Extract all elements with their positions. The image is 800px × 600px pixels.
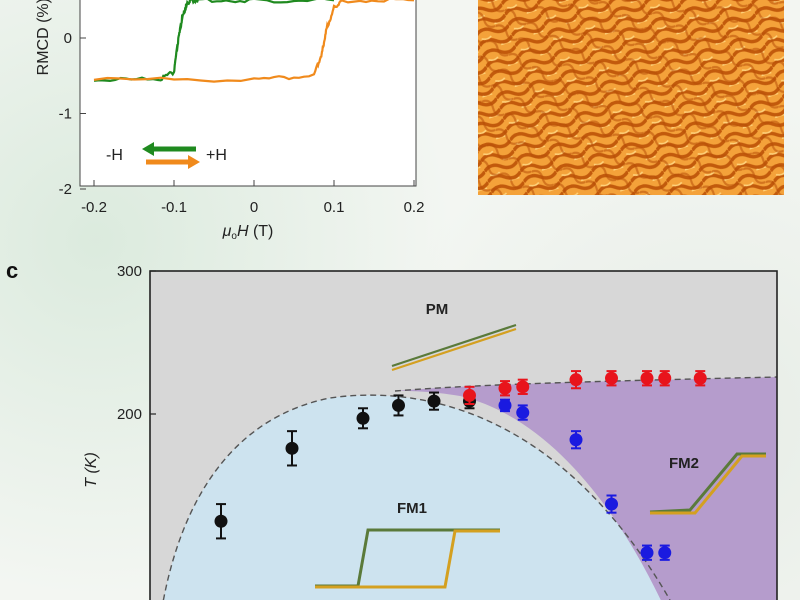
black-data-point [356, 411, 370, 425]
red-data-point [516, 380, 530, 394]
fm1-boundary-dashed [162, 394, 671, 600]
blue-data-point [658, 546, 672, 560]
pm-label: PM [426, 301, 449, 318]
blue-data-point [516, 406, 530, 420]
fm2-loop-green [649, 452, 766, 514]
panel-b-x-tick-label: -0.1 [161, 199, 187, 216]
panel-b-x-tick-label: -0.2 [81, 199, 107, 216]
panel-c-label: c [6, 258, 19, 283]
panel-c-ylabel: T (K) [83, 452, 100, 488]
panel-b-x-tick-label: 0 [250, 199, 258, 216]
black-data-point [427, 394, 441, 408]
fm1-loop-orange [315, 529, 500, 589]
legend-label-minus-h: -H [106, 147, 123, 164]
blue-data-point [640, 546, 654, 560]
blue-data-point [569, 433, 583, 447]
red-data-point [640, 371, 654, 385]
fm2-label: FM2 [669, 455, 699, 472]
panel-b-y-tick-label: 0 [64, 30, 72, 47]
black-data-point [214, 514, 228, 528]
panel-b-x-tick-label: 0.2 [404, 199, 425, 216]
fm2-loop-orange [650, 454, 766, 515]
fm1-label: FM1 [397, 500, 427, 517]
black-data-point [392, 398, 405, 412]
legend-label-plus-h: +H [206, 147, 227, 164]
pm-loop-orange [391, 327, 517, 372]
stripe-domain-overlay [478, 0, 784, 195]
fm2-region [395, 377, 777, 600]
panel-c-y-tick-label: 200 [117, 406, 142, 423]
loop-branch-increasing-field [93, 0, 415, 83]
panel-b-y-tick-label: -2 [59, 181, 72, 198]
panel-b-ylabel: RMCD (%) [35, 0, 52, 75]
blue-data-point [605, 497, 618, 511]
panel-c-plot-frame [149, 270, 778, 600]
panel-c-y-tick-label: 300 [117, 263, 142, 280]
legend-arrowhead-orange-icon [188, 155, 200, 169]
red-data-point [463, 388, 476, 402]
phase-diagram-points [214, 370, 707, 561]
panel-b-y-ticks: 0 -1 -2 [59, 30, 86, 198]
red-data-point [569, 373, 583, 387]
black-data-point [285, 441, 299, 455]
panel-b-xlabel: μoH (T) [222, 223, 274, 242]
red-data-point [693, 371, 707, 385]
panel-b-x-ticks: -0.2 -0.1 0 0.1 0.2 [81, 180, 424, 216]
panel-b-y-tick-label: -1 [59, 106, 72, 123]
panel-c-phase-diagram: 300 200 T (K) PM FM1 FM2 [83, 263, 778, 600]
panel-b-plot-frame [79, 0, 417, 187]
loop-branch-decreasing-field [93, 0, 335, 83]
pm-loop-green [391, 323, 517, 368]
legend-arrowhead-green-icon [142, 142, 154, 156]
panel-b-x-tick-label: 0.1 [324, 199, 345, 216]
panel-b-rmcd-loop: -0.2 -0.1 0 0.1 0.2 0 -1 -2 RMCD (%) μoH (T) -… [35, 0, 424, 242]
red-data-point [605, 371, 618, 385]
red-data-point [498, 381, 512, 395]
panel-domain-image [478, 0, 784, 195]
red-data-point [658, 371, 672, 385]
blue-data-point [498, 398, 512, 412]
panel-c-y-ticks: 300 200 [117, 263, 156, 423]
